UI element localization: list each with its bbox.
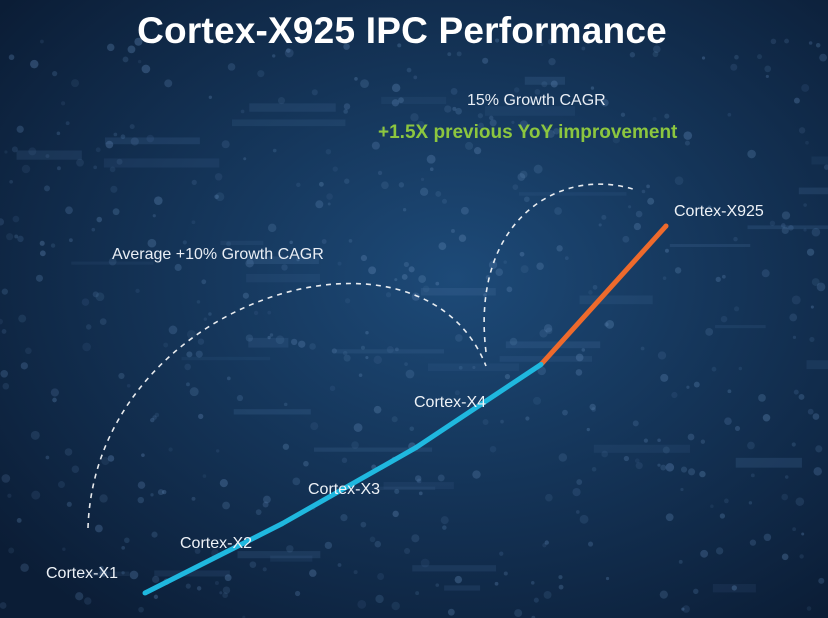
series-segment-x1-to-x4 — [143, 362, 543, 596]
annotation-average-growth: Average +10% Growth CAGR — [112, 246, 324, 263]
annotation-15-growth: 15% Growth CAGR — [467, 92, 606, 109]
category-label-cortex-x3: Cortex-X3 — [308, 481, 380, 498]
chart-title: Cortex-X925 IPC Performance — [137, 10, 667, 51]
data-point-cortex-x925 — [663, 223, 669, 229]
category-label-cortex-x2: Cortex-X2 — [180, 535, 252, 552]
data-point-cortex-x4 — [538, 361, 544, 367]
data-point-cortex-x3 — [413, 445, 419, 451]
annotation-yoy-improvement: +1.5X previous YoY improvement — [378, 122, 678, 143]
data-point-cortex-x1 — [142, 590, 148, 596]
growth-arc-x1-x4 — [87, 282, 487, 529]
category-label-cortex-x4: Cortex-X4 — [414, 394, 486, 411]
data-point-cortex-x2 — [279, 521, 285, 527]
category-label-cortex-x1: Cortex-X1 — [46, 565, 118, 582]
growth-arc-x4-x925 — [483, 183, 637, 353]
category-label-cortex-x925: Cortex-X925 — [674, 203, 764, 220]
series-segment-x4-to-x925 — [539, 224, 668, 367]
